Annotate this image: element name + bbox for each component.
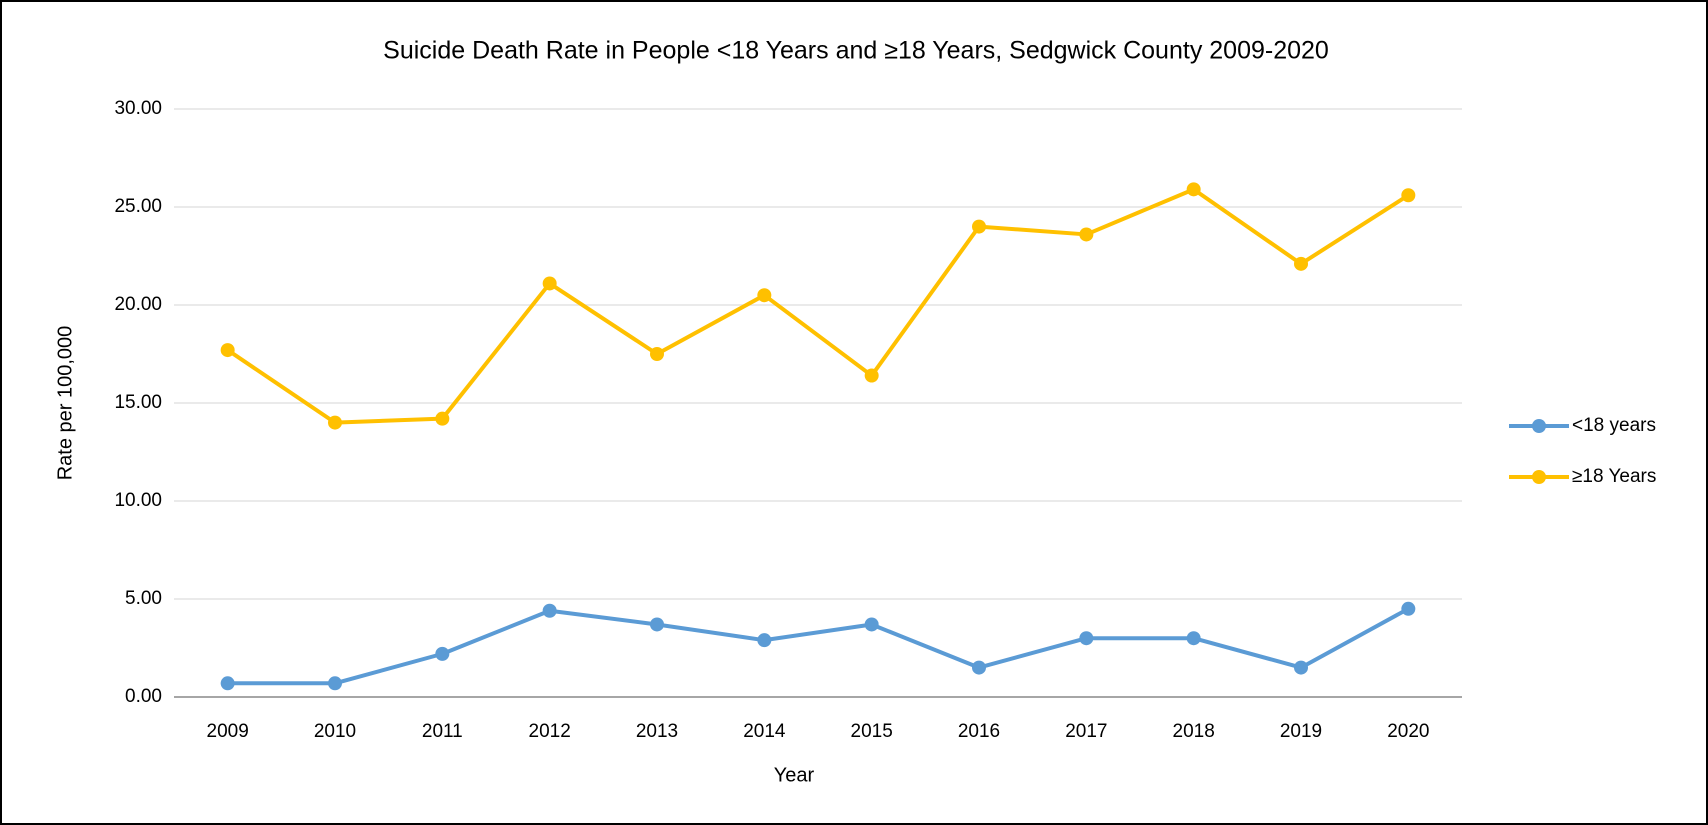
data-point xyxy=(435,411,450,426)
data-point xyxy=(1079,631,1094,646)
x-axis-title: Year xyxy=(774,764,815,786)
data-point xyxy=(220,343,235,358)
y-tick-label: 20.00 xyxy=(114,294,162,315)
data-point xyxy=(972,660,986,675)
y-tick-label: 25.00 xyxy=(114,196,162,217)
data-point xyxy=(650,617,664,632)
y-tick-label: 5.00 xyxy=(125,588,162,609)
x-tick-label: 2010 xyxy=(314,721,356,742)
data-point xyxy=(1294,256,1308,271)
y-tick-label: 10.00 xyxy=(114,490,162,511)
data-point xyxy=(1401,601,1416,616)
data-point xyxy=(542,276,557,291)
data-point xyxy=(328,415,342,430)
chart-title: Suicide Death Rate in People <18 Years a… xyxy=(383,37,1329,65)
data-point xyxy=(650,347,664,361)
data-point xyxy=(1294,660,1308,675)
y-tick-label: 15.00 xyxy=(114,392,162,413)
series-line xyxy=(226,187,1410,425)
data-point xyxy=(1186,631,1201,646)
data-point xyxy=(757,633,772,648)
data-point xyxy=(757,288,772,303)
x-tick-label: 2011 xyxy=(422,721,463,742)
x-tick-label: 2013 xyxy=(636,721,678,742)
y-tick-label: 30.00 xyxy=(114,98,162,119)
x-tick-label: 2017 xyxy=(1065,721,1107,742)
data-point xyxy=(972,219,986,234)
data-point xyxy=(220,676,235,691)
data-point xyxy=(864,617,879,632)
data-point xyxy=(1079,227,1094,242)
data-point xyxy=(1401,188,1416,203)
data-point xyxy=(328,676,342,691)
data-point xyxy=(1186,182,1201,197)
legend-label: ≥18 Years xyxy=(1572,466,1656,487)
x-tick-label: 2020 xyxy=(1387,721,1429,742)
y-axis-title: Rate per 100,000 xyxy=(54,326,76,481)
x-tick-label: 2016 xyxy=(958,721,1000,742)
x-tick-label: 2012 xyxy=(529,721,571,742)
y-tick-label: 0.00 xyxy=(125,686,162,707)
data-point xyxy=(542,603,557,618)
x-tick-label: 2019 xyxy=(1280,721,1322,742)
data-point xyxy=(864,368,879,383)
x-tick-label: 2018 xyxy=(1173,721,1215,742)
data-point xyxy=(435,646,450,661)
x-tick-label: 2014 xyxy=(743,721,786,742)
legend-label: <18 years xyxy=(1572,415,1656,436)
series-line xyxy=(227,607,1410,686)
x-tick-label: 2009 xyxy=(207,721,249,742)
legend-marker xyxy=(1532,470,1546,484)
x-tick-label: 2015 xyxy=(851,721,893,742)
legend-marker xyxy=(1532,419,1546,433)
